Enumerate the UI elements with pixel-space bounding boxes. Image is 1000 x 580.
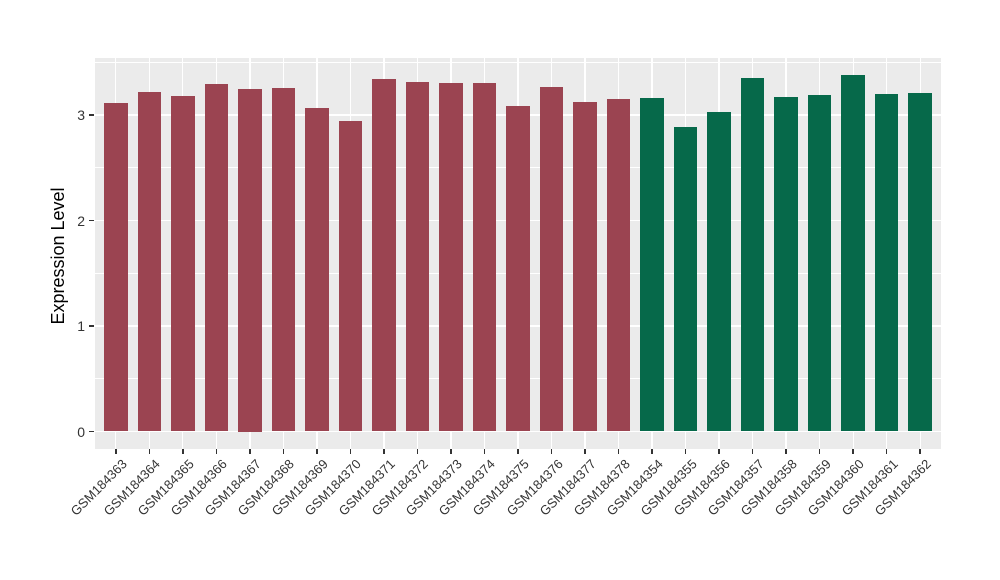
bar-GSM184357 <box>740 78 765 432</box>
bar-GSM184375 <box>506 105 530 432</box>
x-tick-mark <box>316 449 318 454</box>
y-tick-mark <box>89 114 94 116</box>
x-tick-mark <box>148 449 151 454</box>
x-tick-mark <box>383 449 385 454</box>
x-tick-mark <box>651 449 653 454</box>
x-tick-mark <box>450 449 452 454</box>
y-tick-mark <box>89 219 94 222</box>
bar-GSM184368 <box>271 87 296 432</box>
x-tick-mark <box>349 449 352 454</box>
y-axis-title: Expression Level <box>48 187 68 325</box>
bar-GSM184356 <box>707 111 731 432</box>
x-tick-mark <box>416 449 419 454</box>
bar-GSM184370 <box>338 121 363 432</box>
bar-GSM184372 <box>405 82 430 432</box>
bar-GSM184361 <box>874 93 899 432</box>
bar-GSM184373 <box>439 83 463 432</box>
bar-GSM184366 <box>204 84 229 432</box>
x-tick-mark <box>617 449 620 454</box>
y-tick-label: 2 <box>77 212 85 229</box>
bar-GSM184362 <box>908 92 932 432</box>
bar-GSM184371 <box>372 79 396 432</box>
bar-GSM184355 <box>673 126 698 432</box>
x-tick-mark <box>115 449 117 454</box>
bar-GSM184378 <box>606 99 631 432</box>
y-tick-label: 1 <box>77 318 85 334</box>
bar-GSM184365 <box>171 96 195 432</box>
y-tick-label: 0 <box>77 423 85 440</box>
bar-GSM184377 <box>573 102 597 432</box>
bar-GSM184364 <box>137 91 162 432</box>
y-tick-mark <box>89 430 94 433</box>
x-tick-mark <box>718 449 720 454</box>
x-tick-mark <box>751 449 754 454</box>
x-tick-mark <box>215 449 218 454</box>
x-tick-mark <box>550 449 553 454</box>
x-tick-mark <box>249 449 251 454</box>
bar-GSM184367 <box>238 88 262 432</box>
x-tick-mark <box>282 449 285 454</box>
plot-panel <box>95 58 941 449</box>
bar-GSM184359 <box>807 94 832 432</box>
x-tick-mark <box>483 449 486 454</box>
bar-GSM184374 <box>472 83 497 432</box>
bar-GSM184369 <box>305 107 329 432</box>
bar-GSM184363 <box>104 103 128 432</box>
x-tick-mark <box>517 449 519 454</box>
x-tick-mark <box>818 449 821 454</box>
x-tick-mark <box>584 449 586 454</box>
x-tick-mark <box>919 449 921 454</box>
x-tick-mark <box>785 449 787 454</box>
bar-GSM184360 <box>841 74 865 432</box>
x-tick-mark <box>182 449 184 454</box>
x-tick-mark <box>852 449 854 454</box>
x-tick-mark <box>885 449 888 454</box>
x-tick-mark <box>684 449 687 454</box>
bar-GSM184376 <box>539 86 564 432</box>
y-tick-mark <box>89 325 94 327</box>
y-tick-label: 3 <box>77 107 85 123</box>
bar-GSM184358 <box>774 97 798 432</box>
bar-GSM184354 <box>640 98 664 432</box>
